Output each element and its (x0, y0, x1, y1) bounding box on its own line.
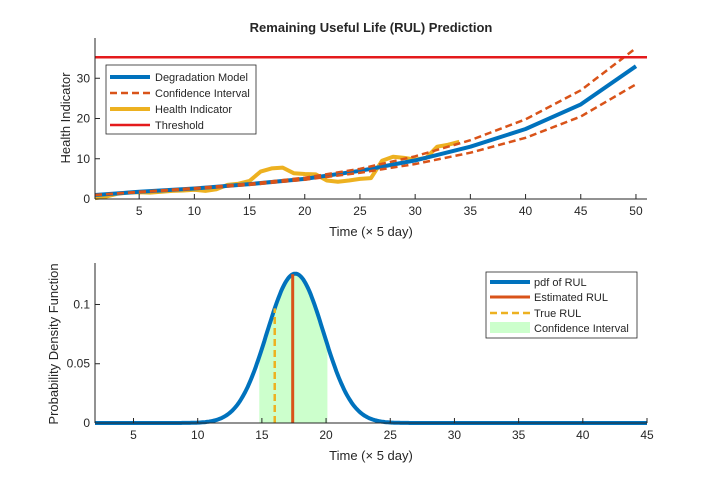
x-axis-label: Time (× 5 day) (329, 224, 413, 239)
y-tick-label: 20 (77, 112, 91, 126)
x-tick-label: 5 (136, 204, 143, 218)
x-tick-label: 25 (353, 204, 367, 218)
y-tick-label: 10 (77, 152, 91, 166)
axes: 5 10 15 20 25 30 35 40 45 0 0.05 0.1 (67, 263, 654, 442)
y-tick-label: 30 (77, 71, 91, 85)
pdf-chart: 5 10 15 20 25 30 35 40 45 0 0.05 0.1 Time (× 5 day)… (46, 263, 654, 463)
y-tick-label: 0 (83, 416, 90, 430)
legend-label-threshold: Threshold (155, 120, 204, 132)
y-axis-label: Probability Density Function (46, 263, 61, 424)
x-tick-label: 25 (384, 428, 398, 442)
x-tick-label: 15 (243, 204, 257, 218)
x-tick-label: 30 (448, 428, 462, 442)
x-tick-label: 50 (629, 204, 643, 218)
x-tick-label: 10 (188, 204, 202, 218)
legend-label-estimated-rul: Estimated RUL (534, 292, 608, 304)
legend: Degradation Model Confidence Interval He… (105, 64, 257, 135)
legend-label-confidence-interval: Confidence Interval (155, 88, 250, 100)
legend-label-health-indicator: Health Indicator (155, 104, 232, 116)
degradation-chart: Remaining Useful Life (RUL) Prediction 5… (58, 20, 647, 239)
x-tick-label: 20 (319, 428, 333, 442)
x-tick-label: 35 (512, 428, 526, 442)
x-tick-label: 10 (191, 428, 205, 442)
x-tick-label: 30 (408, 204, 422, 218)
legend-label-pdf-of-rul: pdf of RUL (534, 277, 587, 289)
x-tick-label: 15 (255, 428, 269, 442)
x-tick-label: 45 (640, 428, 654, 442)
legend-swatch-confidence-interval (490, 322, 530, 333)
legend: pdf of RUL Estimated RUL True RUL Confid… (485, 271, 638, 339)
x-tick-label: 45 (574, 204, 588, 218)
legend-label-degradation-model: Degradation Model (155, 72, 248, 84)
y-tick-label: 0.05 (67, 357, 91, 371)
y-tick-label: 0 (83, 192, 90, 206)
y-tick-label: 0.1 (73, 297, 90, 311)
x-axis-label: Time (× 5 day) (329, 448, 413, 463)
x-tick-label: 40 (576, 428, 590, 442)
y-axis-label: Health Indicator (58, 72, 73, 164)
legend-label-true-rul: True RUL (534, 308, 581, 320)
axes: 5 10 15 20 25 30 35 40 45 50 0 10 20 30 (77, 38, 647, 218)
x-tick-label: 40 (519, 204, 533, 218)
chart-title: Remaining Useful Life (RUL) Prediction (250, 20, 493, 35)
legend-label-confidence-interval: Confidence Interval (534, 323, 629, 335)
x-tick-label: 20 (298, 204, 312, 218)
x-tick-label: 35 (464, 204, 478, 218)
x-tick-label: 5 (130, 428, 137, 442)
series-line-confidence-interval-lower (94, 83, 637, 197)
series-group (94, 47, 647, 201)
